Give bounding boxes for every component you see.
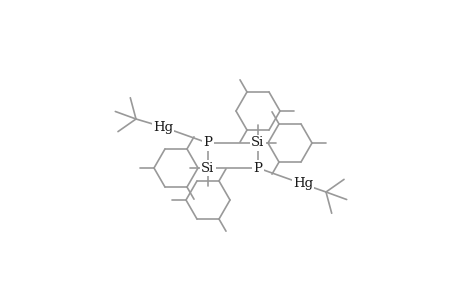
Text: P: P [203,136,212,149]
Text: Hg: Hg [292,178,313,190]
Text: P: P [253,161,262,175]
Text: Si: Si [251,136,264,149]
Text: Si: Si [201,161,214,175]
Text: Hg: Hg [152,121,173,134]
